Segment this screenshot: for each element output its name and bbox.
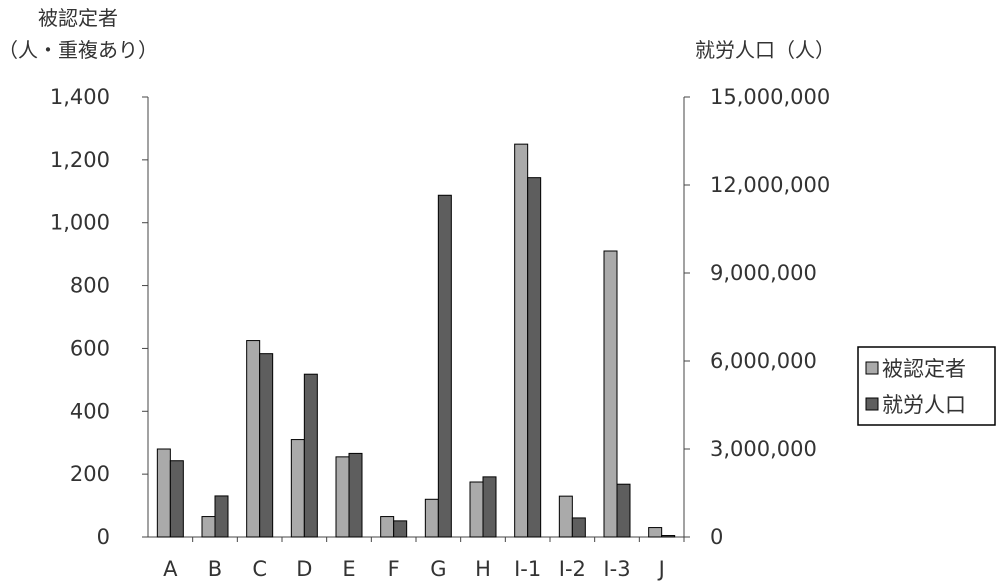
right-tick-label: 12,000,000 xyxy=(710,173,830,197)
bar-被認定者-D xyxy=(290,439,305,538)
bar-被認定者-A xyxy=(156,448,171,538)
left-tick-label: 0 xyxy=(97,525,110,549)
left-tick-label: 1,400 xyxy=(50,85,110,109)
legend-swatch-就労人口 xyxy=(865,397,879,411)
bar-被認定者-G xyxy=(424,498,439,538)
bar-就労人口-I-3 xyxy=(616,483,631,538)
category-label-B: B xyxy=(208,557,222,581)
category-label-C: C xyxy=(252,557,267,581)
left-axis-label-line2: （人・重複あり） xyxy=(0,38,158,62)
category-label-J: J xyxy=(657,557,665,581)
category-label-D: D xyxy=(296,557,312,581)
bar-就労人口-J xyxy=(661,535,676,538)
bar-就労人口-C xyxy=(259,353,274,538)
category-label-I-1: I-1 xyxy=(514,557,541,581)
right-tick-label: 6,000,000 xyxy=(710,349,817,373)
left-tick-label: 400 xyxy=(70,399,110,423)
legend-frame xyxy=(857,346,996,426)
category-label-I-2: I-2 xyxy=(559,557,586,581)
right-axis-ticks: 0 3,000,000 6,000,000 9,000,000 12,000,000 15… xyxy=(684,85,830,549)
bar-被認定者-C xyxy=(246,340,261,538)
left-axis-label-line1: 被認定者 xyxy=(38,6,118,30)
bar-被認定者-H xyxy=(469,481,484,538)
legend-label-就労人口: 就労人口 xyxy=(882,393,966,417)
bar-被認定者-F xyxy=(380,516,395,538)
bar-被認定者-I-3 xyxy=(603,250,618,538)
right-tick-label: 0 xyxy=(710,525,723,549)
bar-就労人口-I-1 xyxy=(527,177,542,538)
bar-就労人口-D xyxy=(303,373,318,538)
category-label-G: G xyxy=(430,557,446,581)
bar-就労人口-H xyxy=(482,476,497,538)
bar-就労人口-F xyxy=(393,520,408,538)
category-labels: A B C D E F G H I-1 I-2 I-3 J xyxy=(163,537,685,581)
bar-被認定者-J xyxy=(648,527,663,538)
bar-就労人口-I-2 xyxy=(571,517,586,538)
bar-被認定者-I-2 xyxy=(558,495,573,538)
right-tick-label: 3,000,000 xyxy=(710,437,817,461)
left-axis-ticks: 0 200 400 600 800 1,000 1,200 1,400 xyxy=(50,85,148,549)
right-axis-label: 就労人口（人） xyxy=(695,38,835,62)
legend: 被認定者 就労人口 xyxy=(857,346,996,426)
left-tick-label: 200 xyxy=(70,462,110,486)
right-tick-label: 9,000,000 xyxy=(710,261,817,285)
right-tick-label: 15,000,000 xyxy=(710,85,830,109)
category-label-A: A xyxy=(163,557,178,581)
bars xyxy=(156,143,676,538)
bar-就労人口-G xyxy=(437,194,452,538)
left-tick-label: 800 xyxy=(70,274,110,298)
legend-label-被認定者: 被認定者 xyxy=(882,357,966,381)
category-label-I-3: I-3 xyxy=(603,557,630,581)
left-tick-label: 1,200 xyxy=(50,148,110,172)
category-label-F: F xyxy=(388,557,400,581)
bar-就労人口-E xyxy=(348,452,363,538)
left-tick-label: 600 xyxy=(70,336,110,360)
category-label-E: E xyxy=(342,557,355,581)
category-label-H: H xyxy=(475,557,491,581)
bar-被認定者-B xyxy=(201,516,216,538)
legend-swatch-被認定者 xyxy=(865,361,879,375)
left-tick-label: 1,000 xyxy=(50,211,110,235)
bar-被認定者-E xyxy=(335,456,350,538)
bar-被認定者-I-1 xyxy=(514,143,529,538)
bar-就労人口-A xyxy=(169,460,184,538)
bar-就労人口-B xyxy=(214,495,229,538)
